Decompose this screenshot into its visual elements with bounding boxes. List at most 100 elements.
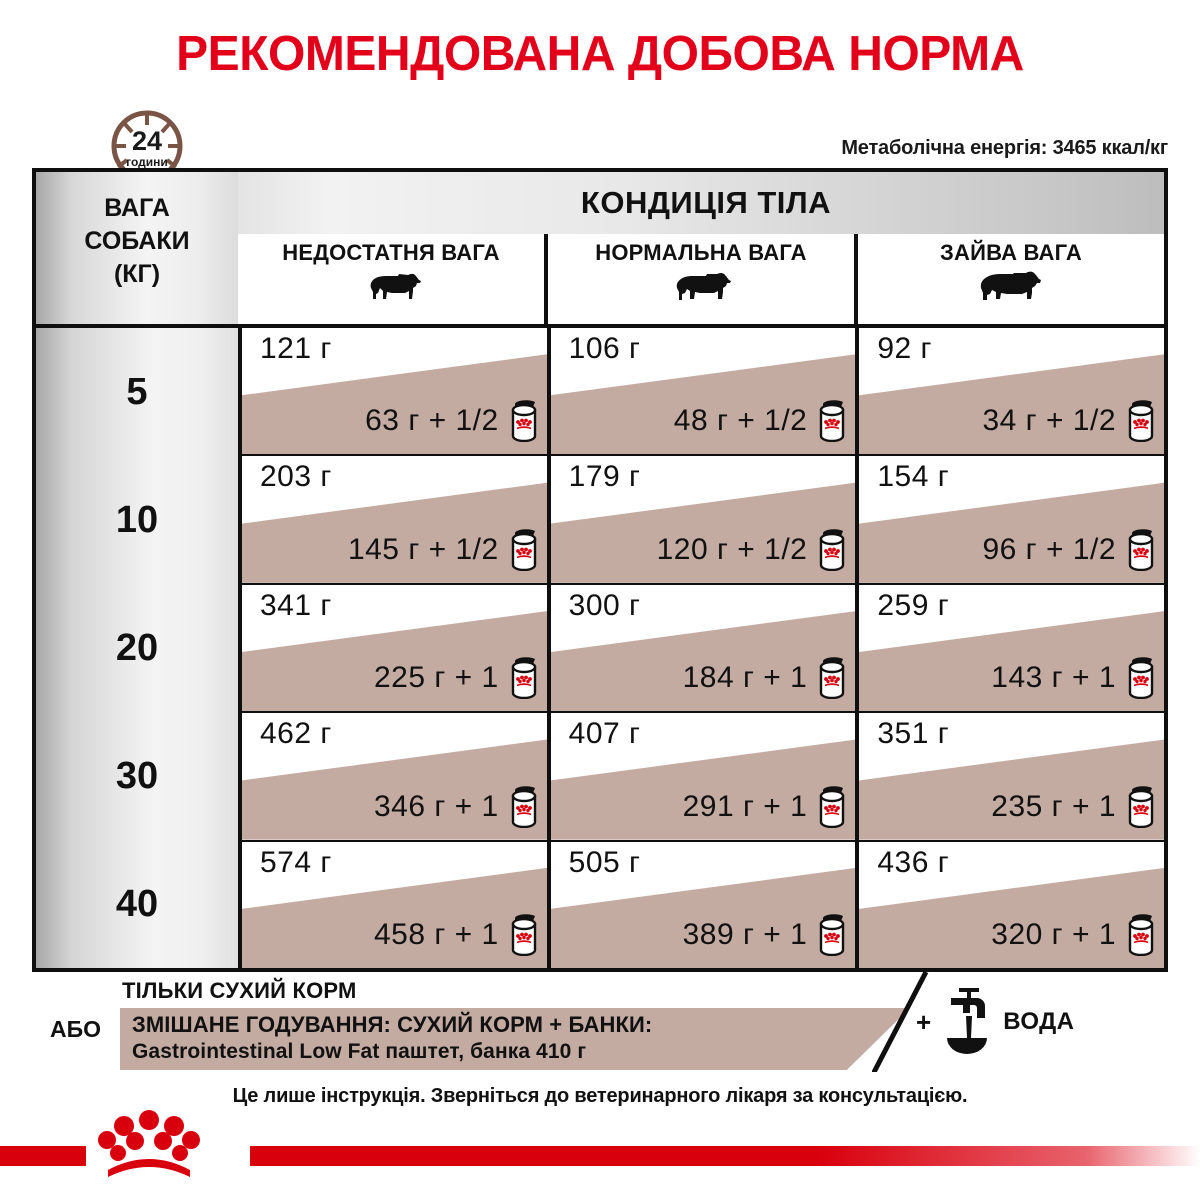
dry-food-value: 341 г	[260, 588, 332, 622]
column-header-overweight: ЗАЙВА ВАГА	[854, 234, 1164, 324]
mixed-food-value: 225 г + 1	[373, 661, 499, 695]
weight-cell: 40	[115, 882, 159, 925]
column-header-underweight: НЕДОСТАТНЯ ВАГА	[238, 234, 544, 324]
dog-overweight-icon	[980, 270, 1042, 302]
dry-only-label: ТІЛЬКИ СУХИЙ КОРМ	[122, 978, 357, 1003]
mixed-feeding-row: 143 г + 1	[859, 657, 1156, 700]
table-cell: 121 г 63 г + 1/2	[242, 328, 547, 455]
clock-hours-value: 24	[131, 126, 163, 156]
mixed-food-value: 143 г + 1	[991, 661, 1117, 695]
table-cell: 462 г 346 г + 1	[242, 711, 547, 840]
dry-food-value: 436 г	[877, 845, 950, 879]
mixed-food-value: 184 г + 1	[682, 661, 808, 695]
mixed-food-value: 96 г + 1/2	[982, 532, 1117, 566]
mixed-feeding-line-2: Gastrointestinal Low Fat паштет, банка 4…	[132, 1040, 587, 1063]
wet-food-can-icon	[509, 914, 539, 957]
body-condition-header: КОНДИЦІЯ ТІЛА	[580, 185, 832, 220]
brand-bar	[0, 1146, 1200, 1166]
mixed-feeding-row: 48 г + 1/2	[551, 400, 848, 443]
column-header-normal-weight-label: НОРМАЛЬНА ВАГА	[595, 240, 807, 265]
or-label: АБО	[50, 1016, 102, 1042]
wet-food-can-icon	[817, 785, 847, 828]
mixed-feeding-row: 225 г + 1	[242, 657, 539, 700]
mixed-feeding-row: 389 г + 1	[551, 914, 848, 957]
royal-canin-crown-icon	[94, 1108, 204, 1180]
column-header-overweight-label: ЗАЙВА ВАГА	[940, 240, 1082, 265]
wet-food-can-icon	[817, 914, 847, 957]
weight-cell: 20	[115, 626, 159, 669]
mixed-food-value: 291 г + 1	[682, 789, 808, 823]
mixed-food-value: 63 г + 1/2	[365, 404, 499, 438]
wet-food-can-icon	[509, 657, 539, 700]
dry-food-value: 505 г	[568, 845, 641, 879]
mixed-feeding-line-1: ЗМІШАНЕ ГОДУВАННЯ: СУХИЙ КОРМ + БАНКИ:	[132, 1012, 653, 1037]
mixed-food-value: 458 г + 1	[373, 918, 499, 952]
page-title: РЕКОМЕНДОВАНА ДОБОВА НОРМА	[176, 27, 1024, 81]
table-cell: 92 г 34 г + 1/2	[859, 328, 1165, 455]
table-cell: 300 г 184 г + 1	[550, 582, 856, 712]
mixed-feeding-footer-band	[120, 1008, 910, 1070]
table-cell: 341 г 225 г + 1	[242, 582, 547, 712]
mixed-food-value: 235 г + 1	[991, 789, 1117, 823]
dog-weight-header-label: ВАГА СОБАКИ (КГ)	[36, 192, 238, 291]
dry-food-value: 203 г	[260, 460, 332, 494]
dog-underweight-icon	[360, 270, 422, 302]
mixed-food-value: 346 г + 1	[373, 789, 499, 823]
weight-header-line-3: (КГ)	[113, 260, 161, 288]
wet-food-can-icon	[817, 400, 847, 443]
wet-food-can-icon	[1126, 785, 1156, 828]
plus-sign: +	[916, 1006, 932, 1037]
wet-food-can-icon	[1126, 400, 1156, 443]
wet-food-can-icon	[1126, 529, 1156, 571]
mixed-feeding-row: 235 г + 1	[859, 785, 1156, 828]
dry-food-value: 154 г	[877, 460, 950, 494]
dry-food-value: 106 г	[568, 332, 641, 365]
dry-food-value: 300 г	[568, 588, 641, 622]
water-label: ВОДА	[1003, 1008, 1075, 1035]
mixed-feeding-row: 63 г + 1/2	[242, 400, 539, 443]
table-body: 5 10 20 30 40 121 г 63 г + 1/2	[36, 328, 1165, 968]
mixed-feeding-row: 96 г + 1/2	[859, 529, 1156, 571]
dry-food-value: 179 г	[568, 460, 641, 494]
weight-header-cell	[36, 172, 238, 324]
weight-cell: 5	[126, 370, 148, 413]
mixed-feeding-row: 184 г + 1	[551, 657, 848, 700]
mixed-feeding-row: 145 г + 1/2	[242, 529, 539, 571]
wet-food-can-icon	[1126, 657, 1156, 700]
water-content: + ВОДА	[916, 986, 1074, 1058]
mixed-food-value: 145 г + 1/2	[347, 532, 499, 566]
column-header-underweight-label: НЕДОСТАТНЯ ВАГА	[282, 240, 500, 265]
mixed-food-value: 120 г + 1/2	[656, 532, 808, 566]
mixed-feeding-row: 34 г + 1/2	[859, 400, 1156, 443]
mixed-feeding-row: 346 г + 1	[242, 785, 539, 828]
dry-food-value: 92 г	[877, 332, 932, 365]
dog-normal-weight-icon	[670, 270, 732, 302]
dry-food-value: 574 г	[260, 845, 332, 879]
mixed-food-value: 48 г + 1/2	[673, 404, 808, 438]
condition-column-headers: НЕДОСТАТНЯ ВАГА НОРМАЛЬНА ВАГА ЗАЙВА ВАГ…	[238, 234, 1164, 324]
dry-food-value: 351 г	[877, 717, 950, 751]
table-footer: ТІЛЬКИ СУХИЙ КОРМ АБО ЗМІШАНЕ ГОДУВАННЯ:…	[36, 968, 1164, 1072]
mixed-feeding-row: 320 г + 1	[859, 914, 1156, 957]
mixed-food-value: 389 г + 1	[682, 918, 808, 952]
mixed-feeding-row: 120 г + 1/2	[551, 529, 848, 571]
dry-food-value: 121 г	[260, 332, 332, 365]
weight-cell: 10	[115, 498, 159, 541]
table-cell: 259 г 143 г + 1	[859, 582, 1165, 712]
table-cell: 203 г 145 г + 1/2	[242, 454, 547, 583]
data-column-underweight: 121 г 63 г + 1/2	[238, 328, 547, 968]
column-header-normal-weight: НОРМАЛЬНА ВАГА	[544, 234, 854, 324]
weight-header-line-1: ВАГА	[104, 194, 170, 222]
water-tap-icon	[939, 986, 995, 1058]
table-cell: 505 г 389 г + 1	[550, 839, 856, 968]
weight-header-line-2: СОБАКИ	[84, 227, 190, 255]
data-column-overweight: 92 г 34 г + 1/2	[855, 328, 1165, 968]
mixed-feeding-row: 291 г + 1	[551, 785, 848, 828]
table-cell: 574 г 458 г + 1	[242, 839, 547, 968]
clock-dial-icon: 24 години	[88, 106, 206, 178]
brand-bar-left	[0, 1146, 86, 1166]
weight-cell: 30	[115, 754, 159, 797]
data-column-normal-weight: 106 г 48 г + 1/2	[546, 328, 856, 968]
metabolic-energy-label: Метаболічна енергія: 3465 ккал/кг	[841, 137, 1168, 159]
wet-food-can-icon	[1126, 914, 1156, 957]
